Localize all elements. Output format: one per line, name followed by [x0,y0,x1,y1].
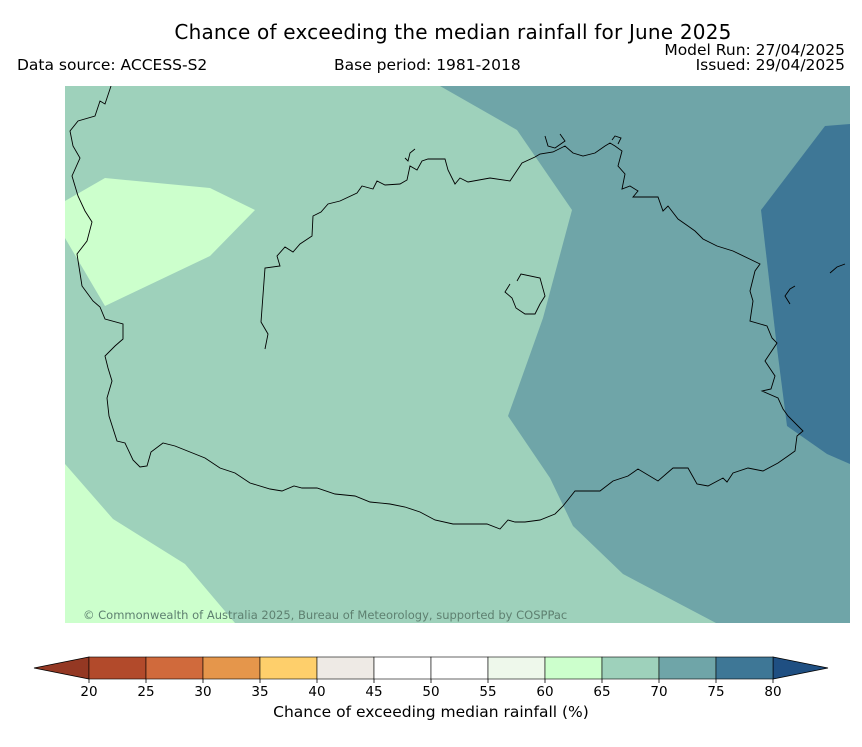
colorbar-tick-label: 20 [80,684,97,700]
colorbar-tick-label: 80 [764,684,781,700]
colorbar-segment [145,656,204,680]
colorbar-segment [544,656,603,680]
coastline-outline [69,86,846,530]
colorbar-segment [373,656,432,680]
colorbar-segment [430,656,489,680]
colorbar-segment [259,656,318,680]
colorbar-over-arrow [772,656,829,680]
zone-70-75-east [440,86,850,623]
colorbar-segment [202,656,261,680]
colorbar-segment [88,656,147,680]
colorbar: 20 25 30 35 40 45 50 55 60 65 70 75 80 [33,656,829,700]
rainfall-map [65,86,850,623]
data-source-label: Data source: ACCESS-S2 [17,56,208,74]
colorbar-tick-label: 65 [593,684,610,700]
colorbar-tick-label: 25 [137,684,154,700]
colorbar-tick-label: 45 [365,684,382,700]
colorbar-tick-label: 50 [422,684,439,700]
zone-75-80-far-east [761,124,850,464]
colorbar-segment [715,656,774,680]
colorbar-segment [601,656,660,680]
zone-60-65-northwest [65,178,255,306]
colorbar-tick-label: 60 [536,684,553,700]
colorbar-segment [658,656,717,680]
colorbar-tick-label: 30 [194,684,211,700]
copyright-notice: © Commonwealth of Australia 2025, Bureau… [83,608,568,622]
colorbar-tick-label: 35 [251,684,268,700]
colorbar-label: Chance of exceeding median rainfall (%) [273,703,589,721]
colorbar-tick-label: 75 [707,684,724,700]
issued-label: Issued: 29/04/2025 [695,56,845,74]
colorbar-segment [316,656,375,680]
colorbar-tick-label: 40 [308,684,325,700]
colorbar-tick-label: 70 [650,684,667,700]
map-title: Chance of exceeding the median rainfall … [174,20,732,44]
base-period-label: Base period: 1981-2018 [334,56,521,74]
zone-60-65-southwest [65,464,235,623]
colorbar-under-arrow [33,656,90,680]
colorbar-tick-label: 55 [479,684,496,700]
model-run-label: Model Run: 27/04/2025 [664,41,845,59]
colorbar-segment [487,656,546,680]
